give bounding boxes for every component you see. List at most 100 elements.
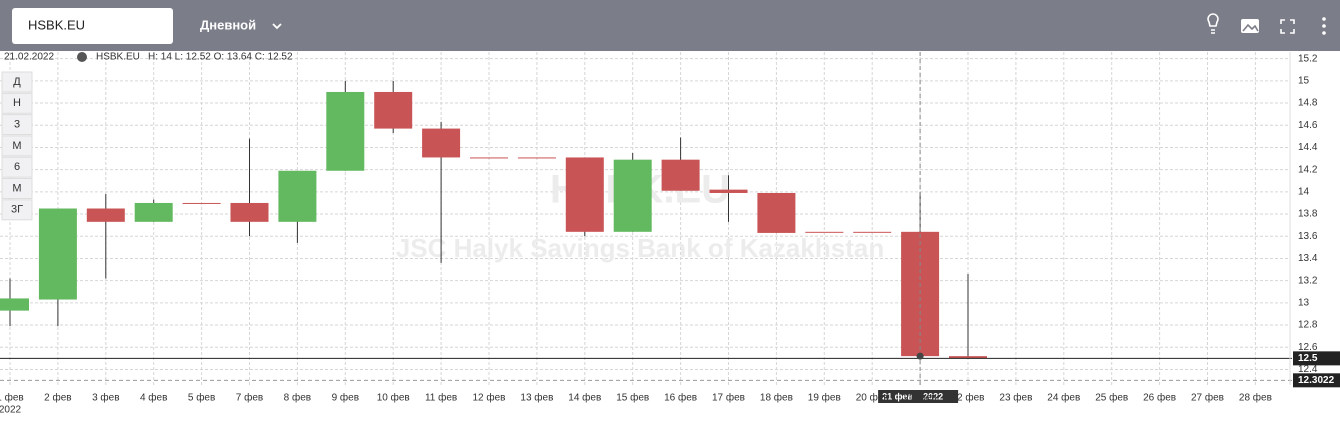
x-tick-label: 24 фев bbox=[1047, 392, 1080, 404]
x-tick-label: 12 фев bbox=[472, 392, 505, 404]
y-tick-label: 14.2 bbox=[1298, 164, 1318, 175]
x-tick-label: 20 фев bbox=[856, 392, 889, 404]
y-tick-label: 12.8 bbox=[1298, 320, 1318, 331]
candle-body bbox=[853, 231, 892, 233]
period-label: М bbox=[12, 182, 21, 194]
x-tick-label: 9 фев bbox=[332, 392, 359, 404]
toolbar bbox=[0, 0, 1340, 51]
candle-body bbox=[86, 208, 125, 222]
x-tick-label: 7 фев bbox=[236, 392, 263, 404]
x-tick-label: 11 фев bbox=[425, 392, 457, 404]
candle-body bbox=[613, 159, 652, 232]
y-tick-label: 14.8 bbox=[1298, 98, 1318, 109]
y-tick-label: 14 bbox=[1298, 187, 1310, 198]
period-button[interactable] bbox=[1, 156, 33, 178]
candle-body bbox=[278, 170, 317, 222]
snapshot-glyph bbox=[1242, 23, 1259, 32]
x-tick-label: 17 фев bbox=[712, 392, 745, 404]
y-tick-label: 14.6 bbox=[1298, 120, 1318, 131]
x-tick-label: 18 фев bbox=[760, 392, 793, 404]
candle-body bbox=[517, 157, 556, 159]
period-label: 3Г bbox=[11, 204, 23, 216]
candle-body bbox=[230, 202, 269, 222]
candle-body bbox=[134, 202, 173, 222]
fullscreen-icon[interactable] bbox=[1280, 19, 1295, 34]
candle-body bbox=[757, 192, 796, 233]
y-tick-label: 13.2 bbox=[1298, 275, 1318, 286]
header-symbol: HSBK.EU bbox=[96, 52, 140, 63]
x-tick-label: 27 фев bbox=[1191, 392, 1224, 404]
header-dot bbox=[77, 52, 87, 62]
candle-body bbox=[422, 128, 461, 158]
period-label: 6 bbox=[14, 161, 20, 173]
x-tick-label: 4 фев bbox=[140, 392, 167, 404]
x-tick-label: 15 фев bbox=[616, 392, 649, 404]
x-tick-label: 23 фев bbox=[999, 392, 1032, 404]
y-tick-label: 13.4 bbox=[1298, 253, 1318, 264]
symbol-input[interactable] bbox=[12, 8, 173, 44]
x-tick-label: 2 фев bbox=[44, 392, 71, 404]
idea-icon[interactable] bbox=[1207, 13, 1219, 34]
candle-body bbox=[565, 157, 604, 232]
header-ohlc: H: 14 L: 12.52 O: 13.64 C: 12.52 bbox=[148, 52, 293, 63]
watermark-name: JSC Halyk Savings Bank of Kazakhstan bbox=[396, 233, 884, 263]
candle-body bbox=[709, 189, 748, 193]
price-marker-box bbox=[1293, 351, 1340, 366]
period-label: Н bbox=[13, 97, 21, 109]
x-tick-label: 22 фев bbox=[951, 392, 984, 404]
y-tick-label: 12.4 bbox=[1298, 364, 1318, 375]
y-tick-label: 12.6 bbox=[1298, 342, 1318, 353]
candle-body bbox=[661, 159, 700, 191]
crosshair-date: 21 фев bbox=[882, 391, 913, 401]
x-tick-label: 8 фев bbox=[284, 392, 311, 404]
y-tick-label: 15.2 bbox=[1298, 53, 1318, 64]
chevron bbox=[272, 23, 282, 30]
x-tick-label: 21 фев bbox=[904, 392, 937, 404]
x-tick-label: 14 фев bbox=[568, 392, 601, 404]
x-tick-label: 5 фев bbox=[188, 392, 215, 404]
crosshair-tooltip bbox=[878, 390, 959, 403]
y-tick-label: 14.4 bbox=[1298, 142, 1318, 153]
period-button[interactable] bbox=[1, 199, 33, 221]
crosshair-dot bbox=[916, 352, 924, 360]
x-tick-label: 3 фев bbox=[92, 392, 119, 404]
period-label: 3 bbox=[14, 119, 20, 131]
header-date: 21.02.2022 bbox=[4, 52, 54, 63]
y-tick-label: 13.8 bbox=[1298, 209, 1318, 220]
interval-text: Дневной bbox=[200, 17, 256, 32]
x-tick-label: 25 фев bbox=[1095, 392, 1128, 404]
period-button[interactable] bbox=[1, 92, 33, 114]
x-tick-label: 10 фев bbox=[377, 392, 410, 404]
interval-select[interactable]: Дневной bbox=[200, 17, 282, 32]
x-tick-label: 1 фев bbox=[0, 392, 24, 404]
candle-body bbox=[38, 208, 77, 300]
y-tick-label: 15 bbox=[1298, 76, 1310, 87]
candle-body bbox=[326, 91, 365, 171]
candle-body bbox=[949, 356, 987, 359]
period-button[interactable] bbox=[1, 135, 33, 157]
candle-body bbox=[374, 91, 413, 129]
period-button[interactable] bbox=[1, 178, 33, 199]
crosshair-year: 2022 bbox=[923, 391, 943, 401]
x-tick-label: 28 фев bbox=[1239, 392, 1272, 404]
candle-body bbox=[0, 298, 29, 311]
symbol-text: HSBK.EU bbox=[28, 17, 85, 32]
period-button[interactable] bbox=[1, 71, 33, 93]
x-tick-label: 13 фев bbox=[520, 392, 553, 404]
x-tick-label: 19 фев bbox=[808, 392, 841, 404]
price-marker-box bbox=[1293, 373, 1340, 388]
period-button[interactable] bbox=[1, 114, 33, 136]
y-tick-label: 13 bbox=[1298, 298, 1310, 309]
candle-body bbox=[470, 157, 508, 159]
candle-body bbox=[805, 231, 844, 233]
x-tick-label: 16 фев bbox=[664, 392, 697, 404]
x-tick-label: 26 фев bbox=[1143, 392, 1176, 404]
price-marker-label: 12.3022 bbox=[1298, 375, 1335, 386]
candle-body bbox=[182, 202, 221, 204]
y-tick-label: 13.6 bbox=[1298, 231, 1318, 242]
price-marker-label: 12.5 bbox=[1298, 353, 1318, 364]
menu-icon[interactable] bbox=[1322, 17, 1326, 35]
period-label: Д bbox=[13, 76, 21, 88]
x-year-label: 2022 bbox=[0, 405, 22, 416]
